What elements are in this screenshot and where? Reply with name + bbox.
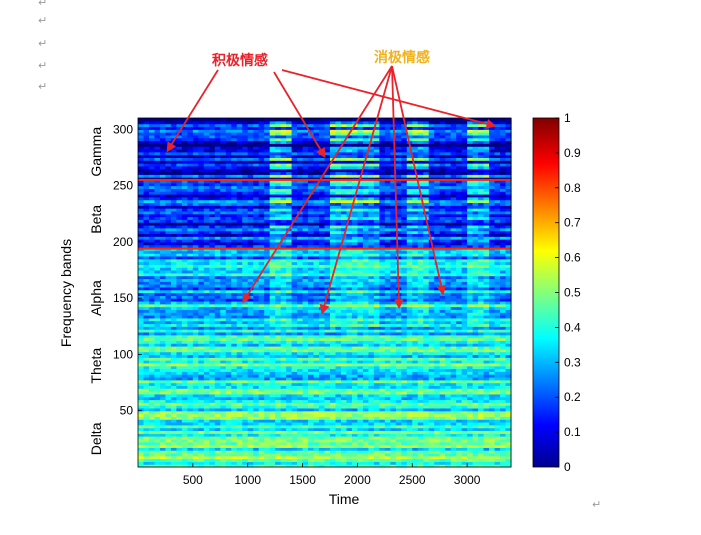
heatmap-cells bbox=[138, 118, 512, 468]
paragraph-mark: ↵ bbox=[38, 37, 47, 50]
paragraph-mark: ↵ bbox=[38, 59, 47, 72]
paragraph-mark: ↵ bbox=[38, 0, 47, 9]
paragraph-mark: ↵ bbox=[38, 14, 47, 27]
paragraph-mark: ↵ bbox=[592, 498, 601, 511]
paragraph-mark: ↵ bbox=[38, 80, 47, 93]
